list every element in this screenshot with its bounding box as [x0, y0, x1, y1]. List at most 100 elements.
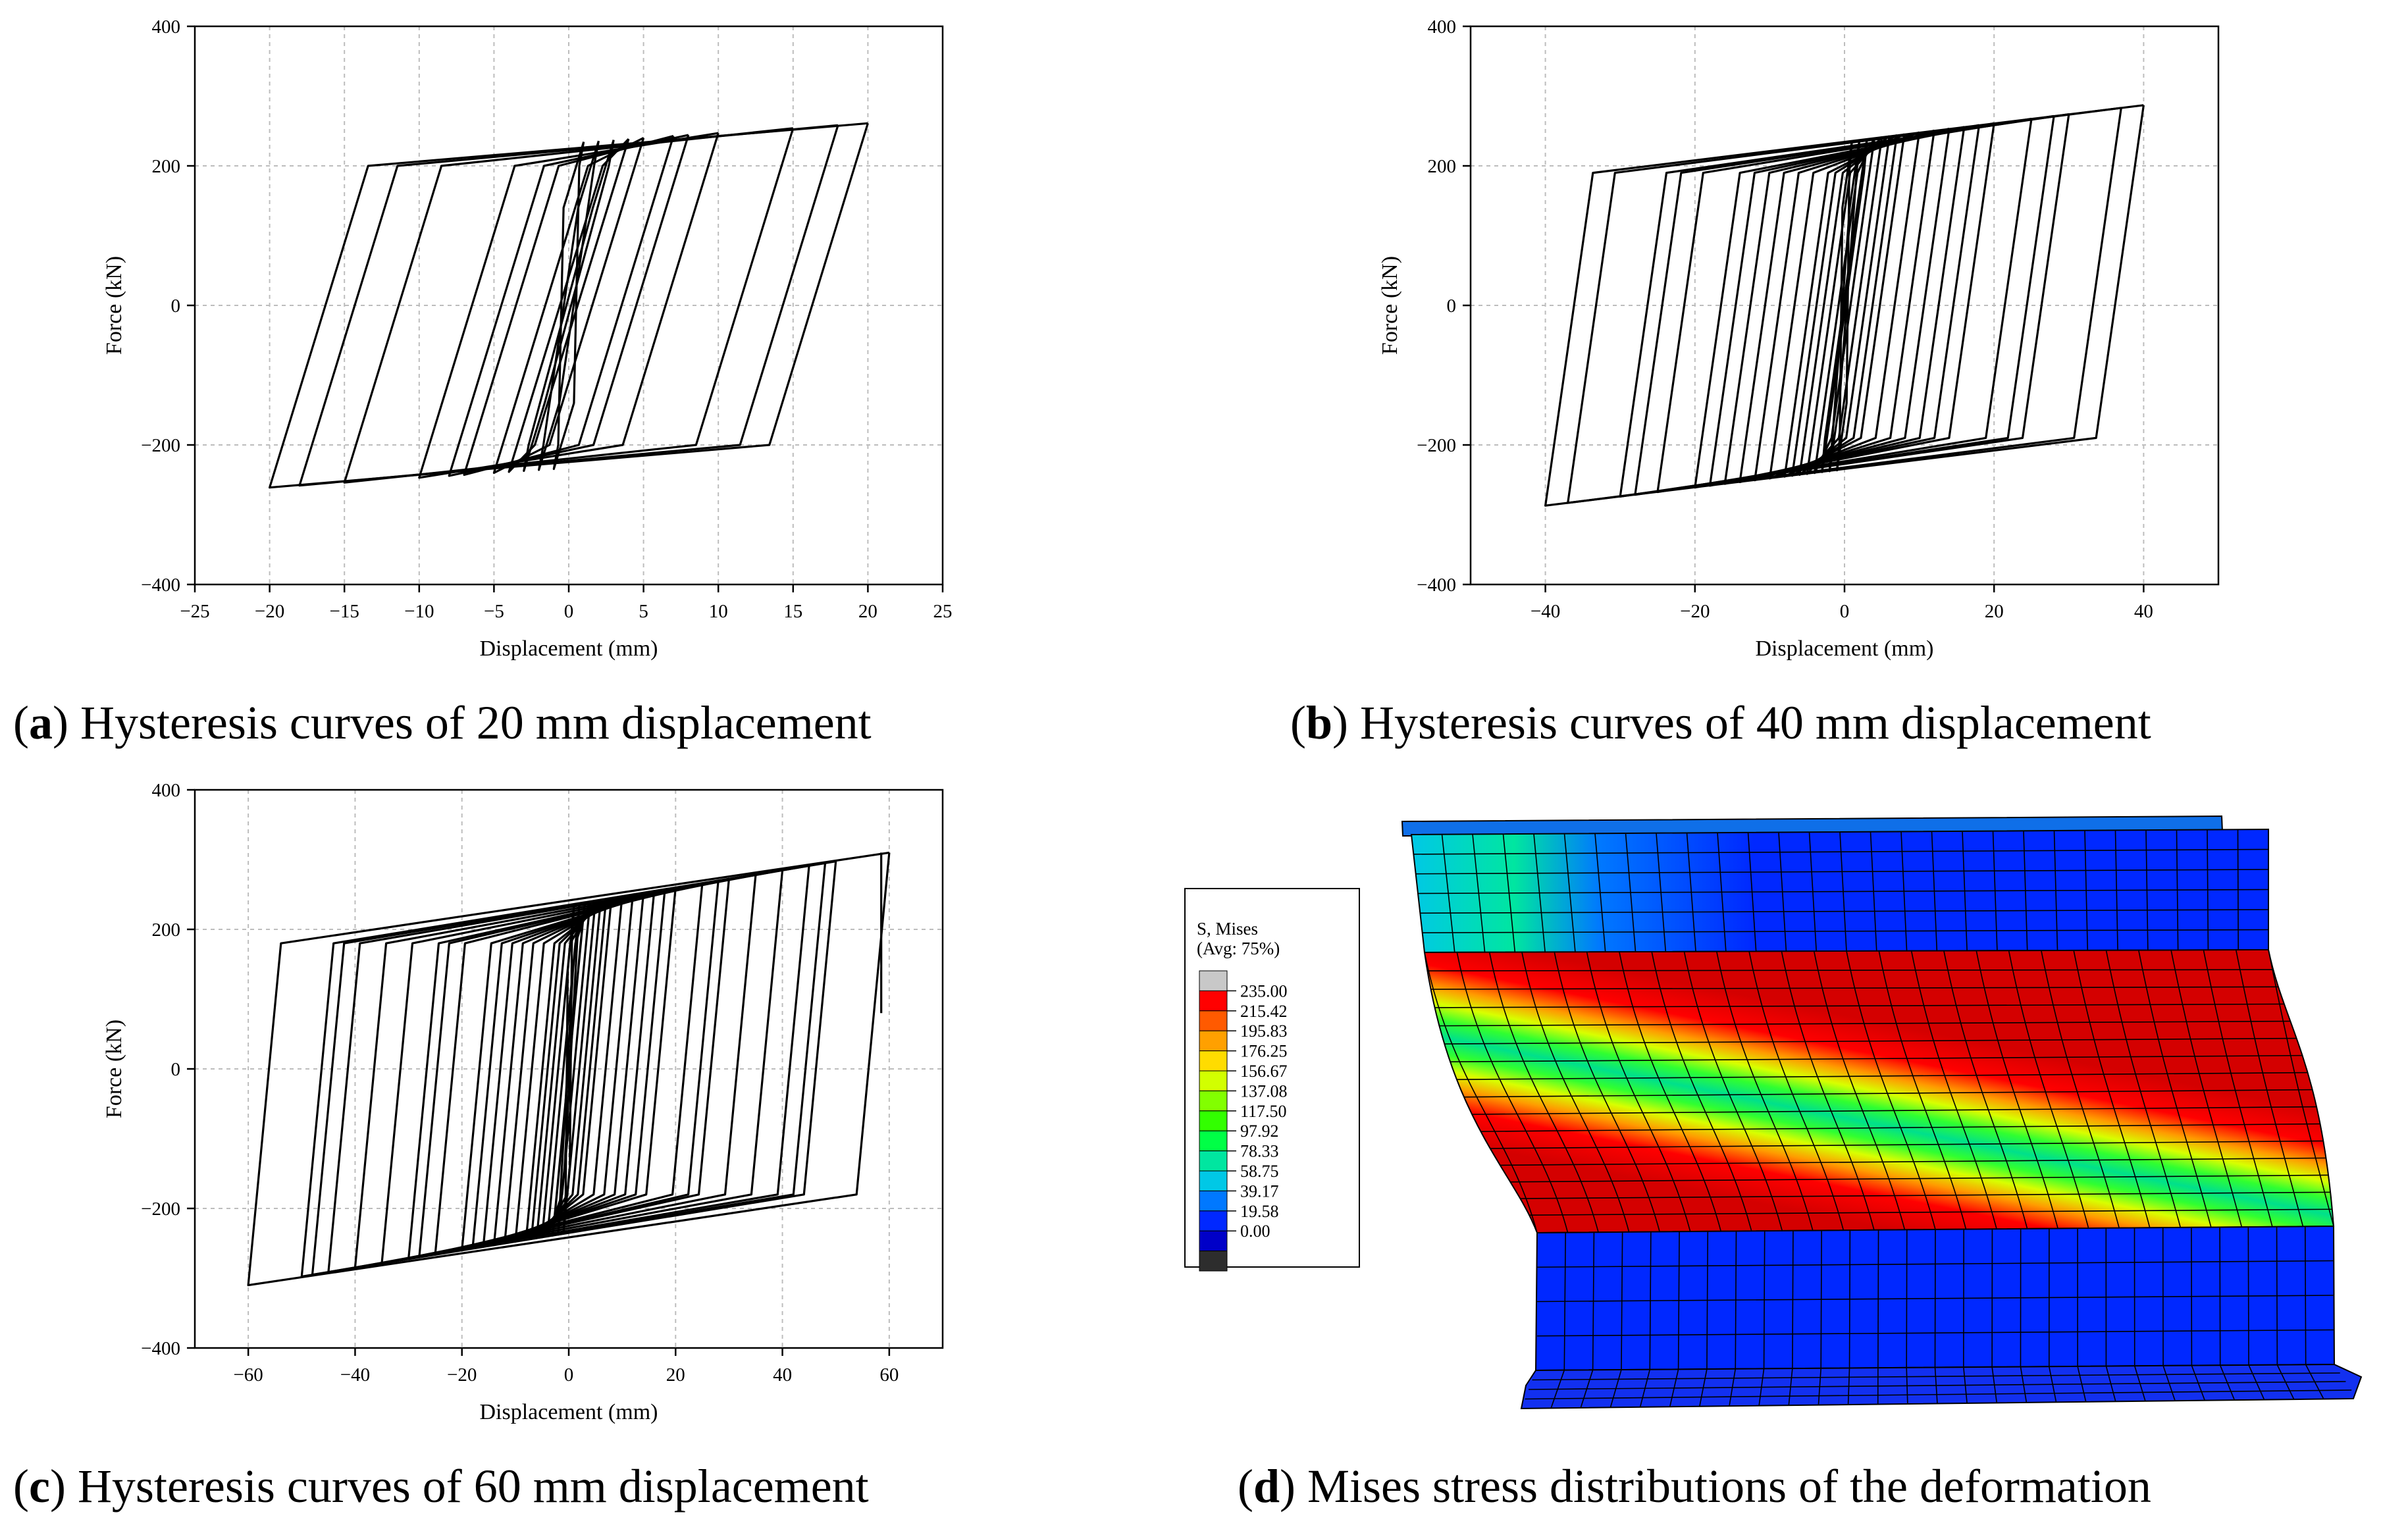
legend-swatch: [1199, 970, 1228, 991]
hysteresis-loops: [1544, 104, 2145, 507]
legend-swatch: [1199, 1050, 1228, 1072]
y-tick-label: −200: [1417, 435, 1456, 456]
hysteresis-loop: [269, 122, 869, 489]
x-tick-label: −20: [1680, 601, 1710, 622]
legend-swatch: [1199, 1190, 1228, 1212]
legend-title-line2: (Avg: 75%): [1197, 939, 1280, 958]
y-tick-label: −200: [141, 1199, 180, 1220]
y-tick-label: 200: [152, 919, 181, 941]
x-axis-label: Displacement (mm): [1756, 636, 1934, 661]
x-axis-label: Displacement (mm): [480, 636, 658, 661]
legend-swatch: [1199, 1110, 1228, 1131]
y-axis-label: Force (kN): [102, 1020, 126, 1118]
hysteresis-loops: [247, 851, 891, 1287]
x-tick-label: 5: [639, 601, 648, 622]
caption-d-letter: d: [1253, 1460, 1280, 1513]
legend-swatch: [1199, 1090, 1228, 1112]
legend-value: 137.08: [1240, 1081, 1288, 1100]
hysteresis-loop: [1544, 104, 2145, 507]
legend-swatch: [1199, 1030, 1228, 1052]
x-tick-label: −25: [180, 601, 209, 622]
legend-value: 117.50: [1240, 1102, 1287, 1121]
x-tick-label: −20: [447, 1364, 477, 1385]
x-tick-label: 10: [709, 601, 728, 622]
x-tick-label: −5: [484, 601, 504, 622]
legend-swatches: [1199, 970, 1228, 1272]
panel-d: S, Mises (Avg: 75%) 235.00 215.42 195.83 17…: [1172, 777, 2408, 1527]
panel-c: −60 −40 −20 0 20 40 60 −400 −200 0 200 400 Displacem…: [0, 764, 1027, 1527]
x-tick-label: 0: [564, 1364, 574, 1385]
legend-value: 195.83: [1240, 1022, 1288, 1041]
x-tick-label: −40: [1531, 601, 1560, 622]
legend-value: 215.42: [1240, 1002, 1288, 1021]
hysteresis-loop: [343, 127, 795, 484]
y-axis-label: Force (kN): [1378, 256, 1402, 355]
y-tick-label: 400: [152, 16, 181, 38]
legend-swatch: [1199, 1070, 1228, 1091]
y-tick-label: −200: [141, 435, 180, 456]
hysteresis-loop: [508, 138, 630, 473]
legend-swatch: [1199, 1010, 1228, 1031]
legend-value: 176.25: [1240, 1042, 1288, 1061]
caption-d-text: Mises stress distributions of the deform…: [1296, 1460, 2151, 1513]
y-tick-label: 0: [171, 1059, 181, 1080]
x-tick-label: 20: [1985, 601, 2004, 622]
x-tick-label: −60: [233, 1364, 263, 1385]
legend-swatch: [1199, 1170, 1228, 1191]
caption-c-letter: c: [28, 1460, 50, 1513]
x-axis-label: Displacement (mm): [480, 1400, 658, 1424]
y-tick-label: 400: [152, 780, 181, 801]
panel-a: −25 −20 −15 −10 −5 0 5 10 15 20 25 −400 −200 0 200 400 D…: [0, 0, 1027, 757]
hysteresis-chart-c: −60 −40 −20 0 20 40 60−400−2000200400Displacem…: [102, 780, 944, 1424]
x-tick-label: 25: [933, 601, 953, 622]
legend-value: 58.75: [1240, 1162, 1279, 1181]
hysteresis-loop: [418, 132, 720, 479]
x-tick-label: 40: [773, 1364, 792, 1385]
caption-d: (d) Mises stress distributions of the de…: [1238, 1460, 2151, 1513]
legend-value: 156.67: [1240, 1062, 1288, 1081]
y-tick-label: −400: [141, 575, 180, 596]
stress-legend: S, Mises (Avg: 75%) 235.00 215.42195.8317…: [1184, 888, 1360, 1272]
legend-swatch: [1199, 1151, 1228, 1172]
x-tick-label: 20: [666, 1364, 685, 1385]
y-tick-label: −400: [1417, 575, 1456, 596]
x-tick-label: 0: [564, 601, 574, 622]
legend-swatch: [1199, 1210, 1228, 1231]
x-tick-label: 0: [1840, 601, 1850, 622]
x-tick-label: 40: [2134, 601, 2153, 622]
legend-value: 19.58: [1240, 1202, 1279, 1221]
caption-c: (c) Hysteresis curves of 60 mm displacem…: [13, 1460, 869, 1513]
y-tick-label: 200: [1428, 156, 1457, 177]
y-tick-label: 0: [1447, 296, 1457, 317]
legend-swatch: [1199, 1251, 1228, 1272]
x-tick-label: 20: [858, 601, 877, 622]
x-tick-label: −10: [404, 601, 434, 622]
legend-swatch: [1199, 1130, 1228, 1152]
axis-ticks: −25 −20 −15 −10 −5 0 5 10 15 20 25 −400 −200 0 200 400: [141, 16, 952, 622]
y-tick-label: −400: [141, 1338, 180, 1359]
x-tick-label: −20: [255, 601, 284, 622]
legend-title-line1: S, Mises: [1197, 919, 1258, 939]
hysteresis-chart-a: −25 −20 −15 −10 −5 0 5 10 15 20 25 −400 −200 0 200 400 D…: [102, 16, 953, 661]
legend-value: 0.00: [1240, 1222, 1270, 1241]
caption-b-letter: b: [1305, 696, 1333, 749]
hysteresis-loop: [247, 851, 891, 1287]
legend-value: 78.33: [1240, 1142, 1279, 1161]
y-tick-label: 0: [171, 296, 181, 317]
grid-lines: [195, 26, 943, 584]
panel-b: −40 −20 0 20 40 −400 −200 0 200 400 Displacement (…: [1205, 0, 2408, 757]
bottom-flange: [1520, 1225, 2363, 1410]
mises-stress-contour: S, Mises (Avg: 75%) 235.00 215.42195.8317…: [1184, 815, 2363, 1410]
hysteresis-loop: [538, 140, 600, 471]
caption-c-text: Hysteresis curves of 60 mm displacement: [65, 1460, 869, 1513]
caption-a-letter: a: [28, 696, 53, 749]
hysteresis-loop: [523, 140, 615, 472]
top-flange: [1401, 815, 2269, 954]
hysteresis-loop: [463, 135, 675, 476]
legend-value: 39.17: [1240, 1181, 1279, 1201]
caption-b: (b) Hysteresis curves of 40 mm displacem…: [1290, 696, 2151, 749]
y-tick-label: 400: [1428, 16, 1457, 38]
